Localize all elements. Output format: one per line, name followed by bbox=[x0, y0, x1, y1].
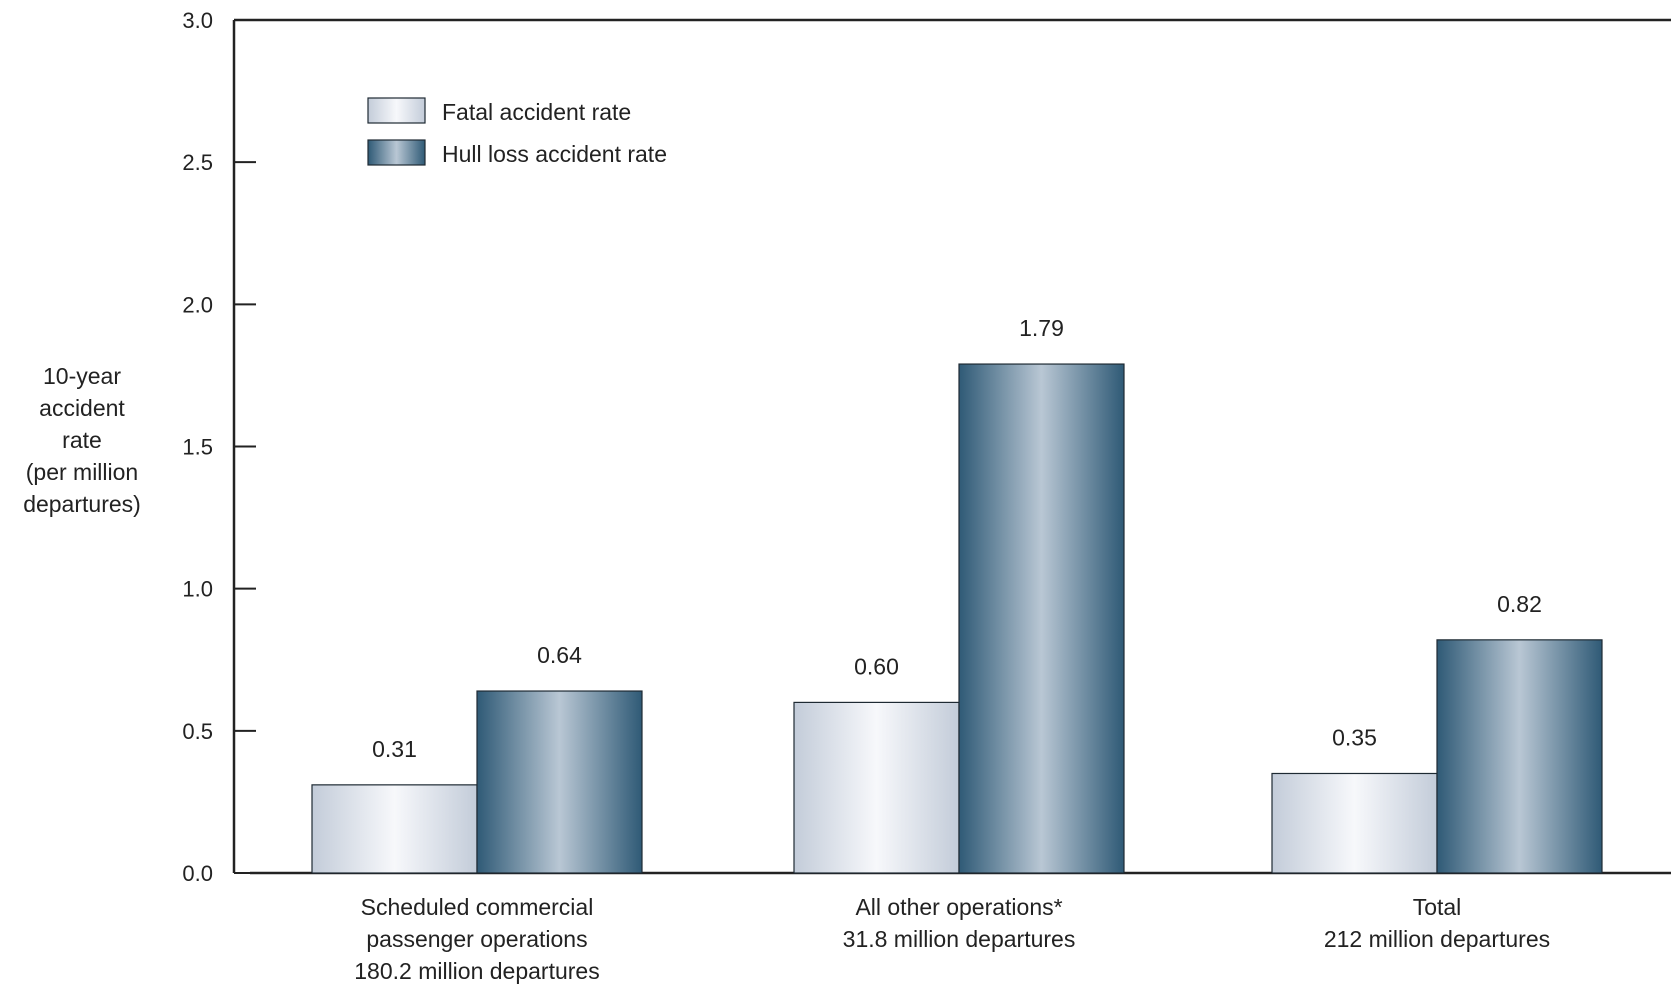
y-tick-label: 1.5 bbox=[182, 435, 213, 460]
y-axis: 0.0 0.5 1.0 1.5 2.0 2.5 3.0 bbox=[182, 8, 256, 886]
category-label-line: Scheduled commercial bbox=[361, 894, 594, 920]
y-tick-label: 0.5 bbox=[182, 719, 213, 744]
y-tick-label: 3.0 bbox=[182, 8, 213, 33]
bar-fatal bbox=[311, 784, 478, 874]
category-label-line: 212 million departures bbox=[1324, 926, 1550, 952]
value-labels: 0.31 0.64 0.60 1.79 0.35 0.82 bbox=[372, 315, 1542, 762]
legend-label: Hull loss accident rate bbox=[442, 141, 667, 167]
bar-value-label: 0.35 bbox=[1332, 724, 1377, 750]
bar-hull-loss bbox=[1436, 639, 1603, 874]
bar-fatal bbox=[1271, 772, 1438, 874]
y-tick-label: 1.0 bbox=[182, 577, 213, 602]
category-label-line: passenger operations bbox=[366, 926, 587, 952]
y-axis-label-line: rate bbox=[62, 427, 102, 453]
bars bbox=[311, 363, 1603, 874]
x-axis-labels: Scheduled commercial passenger operations… bbox=[354, 894, 1550, 984]
legend: Fatal accident rate Hull loss accident ra… bbox=[367, 97, 667, 167]
bar-value-label: 0.31 bbox=[372, 736, 417, 762]
bar-value-label: 0.64 bbox=[537, 642, 582, 668]
y-tick-label: 2.0 bbox=[182, 292, 213, 317]
y-tick-label: 0.0 bbox=[182, 861, 213, 886]
y-axis-label-line: (per million bbox=[26, 459, 138, 485]
category-label-line: Total bbox=[1413, 894, 1462, 920]
y-axis-label-line: departures) bbox=[23, 491, 141, 517]
y-tick-label: 2.5 bbox=[182, 150, 213, 175]
category-label-line: All other operations* bbox=[855, 894, 1062, 920]
legend-swatch-fatal bbox=[367, 97, 426, 124]
bar-hull-loss bbox=[476, 690, 643, 874]
bar-hull-loss bbox=[958, 363, 1125, 874]
category-label-line: 180.2 million departures bbox=[354, 958, 599, 984]
y-axis-label-line: accident bbox=[39, 395, 125, 421]
category-label-line: 31.8 million departures bbox=[843, 926, 1076, 952]
y-axis-label-line: 10-year bbox=[43, 363, 121, 389]
y-axis-label: 10-year accident rate (per million departure… bbox=[23, 363, 141, 517]
legend-label: Fatal accident rate bbox=[442, 99, 631, 125]
bar-value-label: 0.82 bbox=[1497, 591, 1542, 617]
bar-value-label: 0.60 bbox=[854, 653, 899, 679]
bar-value-label: 1.79 bbox=[1019, 315, 1064, 341]
bar-fatal bbox=[793, 701, 960, 874]
legend-swatch-hull-loss bbox=[367, 139, 426, 166]
